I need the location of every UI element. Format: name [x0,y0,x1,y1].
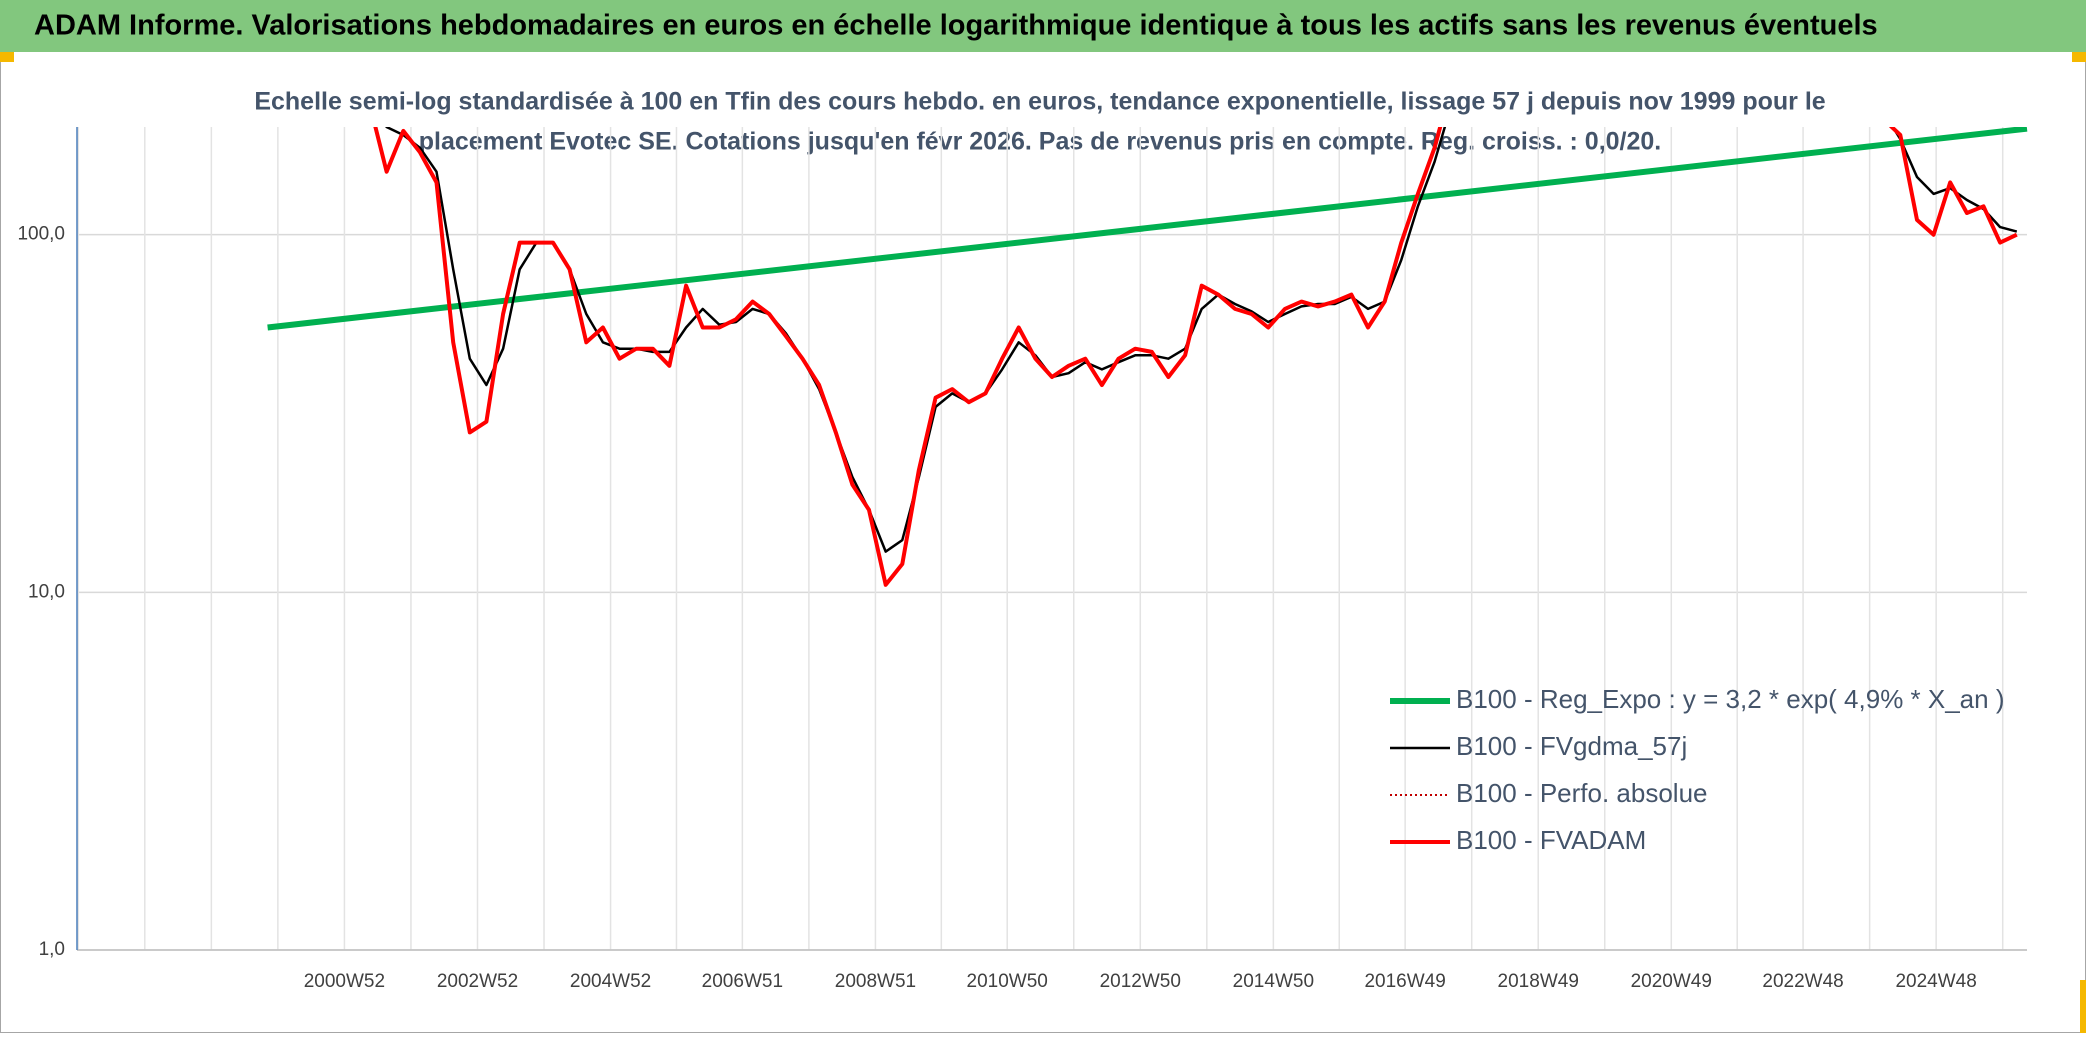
x-tick-label: 2000W52 [304,971,385,992]
x-tick-label: 2022W48 [1762,971,1843,992]
legend-label: B100 - Reg_Expo : y = 3,2 * exp( 4,9% * … [1456,684,2005,714]
x-tick-label: 2012W50 [1100,971,1181,992]
legend: B100 - Reg_Expo : y = 3,2 * exp( 4,9% * … [1390,684,2005,855]
corner-mark [0,52,14,62]
header-band [0,0,2086,52]
corner-mark [2072,52,2086,62]
chart-title: ADAM Informe. Valorisations hebdomadaire… [34,10,1878,42]
legend-label: B100 - FVADAM [1456,825,1646,855]
x-tick-label: 2018W49 [1498,971,1579,992]
corner-mark [2080,980,2086,1033]
legend-label: B100 - FVgdma_57j [1456,731,1687,761]
y-tick-label: 10,0 [28,581,65,602]
x-tick-label: 2002W52 [437,971,518,992]
legend-label: B100 - Perfo. absolue [1456,778,1708,808]
x-tick-label: 2020W49 [1631,971,1712,992]
x-tick-label: 2010W50 [967,971,1048,992]
x-tick-label: 2016W49 [1364,971,1445,992]
x-tick-label: 2004W52 [570,971,651,992]
y-tick-label: 100,0 [17,224,65,245]
series-line [267,127,2028,331]
y-tick-label: 1,0 [39,939,65,960]
x-tick-label: 2024W48 [1895,971,1976,992]
x-tick-label: 2006W51 [702,971,783,992]
chart-subtitle: Echelle semi-log standardisée à 100 en T… [254,88,1825,116]
x-tick-label: 2014W50 [1233,971,1314,992]
x-tick-label: 2008W51 [835,971,916,992]
series-line [373,127,2018,587]
chart-subtitle: placement Evotec SE. Cotations jusqu'en … [419,128,1662,156]
plot-area [267,127,2028,587]
grid: 1,0 10,0 100,0 2000W52 2002W52 2004W52 2006W51… [17,127,2027,992]
